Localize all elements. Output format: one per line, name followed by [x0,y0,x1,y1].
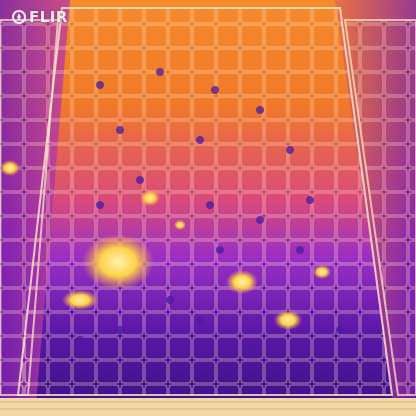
flir-logo-text: FLIR [29,8,68,26]
flir-logo: FLIR [12,8,68,26]
flir-flame-icon [12,10,26,24]
